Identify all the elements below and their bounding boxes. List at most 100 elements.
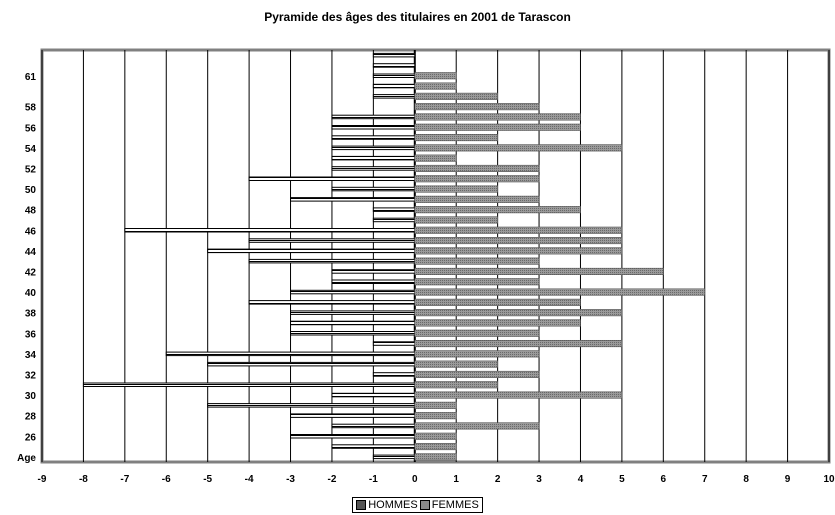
bar-hommes: [290, 310, 416, 315]
bar-femmes: [414, 412, 457, 420]
bar-hommes: [82, 382, 416, 387]
y-tick-label: 58: [25, 103, 37, 114]
bar-femmes: [414, 82, 457, 90]
legend-femmes-label: FEMMES: [431, 499, 479, 511]
bar-hommes: [372, 73, 416, 78]
bar-femmes: [414, 267, 664, 276]
y-tick-label: 34: [25, 350, 37, 361]
legend: HOMMES FEMMES: [0, 497, 835, 513]
x-tick-label: 1: [453, 474, 459, 485]
bar-femmes: [414, 319, 581, 327]
bar-femmes: [414, 185, 498, 193]
bar-femmes: [414, 401, 457, 409]
x-tick-label: 3: [536, 474, 542, 485]
bar-hommes: [290, 320, 416, 326]
x-tick-label: -6: [162, 474, 171, 485]
bar-femmes: [414, 154, 457, 162]
x-tick-label: 8: [743, 474, 749, 485]
bar-hommes: [372, 83, 416, 89]
bar-femmes: [414, 237, 623, 245]
x-tick-label: 5: [619, 474, 625, 485]
bar-hommes: [331, 444, 416, 449]
bar-femmes: [414, 432, 457, 440]
bar-hommes: [372, 454, 416, 460]
legend-femmes-swatch: [419, 500, 430, 510]
x-tick-label: -4: [245, 474, 254, 485]
bar-femmes: [414, 442, 457, 451]
x-tick-label: 6: [661, 474, 667, 485]
y-tick-label: 44: [25, 247, 37, 258]
y-tick-label: 40: [25, 288, 37, 299]
bar-femmes: [414, 298, 581, 306]
y-tick-label: 38: [25, 309, 37, 320]
bar-hommes: [331, 392, 416, 398]
bar-hommes: [207, 248, 416, 254]
bar-hommes: [331, 423, 416, 429]
bar-hommes: [165, 351, 416, 357]
x-tick-label: -3: [286, 474, 295, 485]
bar-hommes: [331, 166, 416, 171]
y-tick-label: 46: [25, 226, 37, 237]
bar-hommes: [331, 279, 416, 284]
bar-femmes: [414, 206, 581, 214]
bar-femmes: [414, 103, 540, 111]
bar-femmes: [414, 195, 540, 203]
x-tick-label: -5: [203, 474, 212, 485]
bar-hommes: [290, 197, 416, 202]
bar-femmes: [414, 216, 498, 224]
bar-hommes: [372, 52, 416, 58]
bar-femmes: [414, 381, 498, 389]
y-tick-label: 52: [25, 164, 37, 175]
y-tick-label: 32: [25, 370, 37, 381]
bar-femmes: [414, 278, 540, 286]
legend-hommes-label: HOMMES: [368, 499, 418, 511]
bar-hommes: [207, 403, 416, 408]
bar-femmes: [414, 92, 498, 100]
x-tick-label: -1: [369, 474, 378, 485]
y-tick-label: 26: [25, 432, 37, 443]
bar-hommes: [372, 63, 416, 68]
bar-hommes: [372, 372, 416, 377]
bar-hommes: [331, 269, 416, 274]
bar-femmes: [414, 391, 623, 399]
y-tick-label: 48: [25, 206, 37, 217]
x-tick-label: 9: [785, 474, 791, 485]
bar-hommes: [290, 289, 416, 295]
bar-hommes: [331, 125, 416, 130]
bar-femmes: [414, 370, 540, 379]
y-tick-label: 54: [25, 144, 37, 155]
y-tick-label: 36: [25, 329, 37, 340]
y-tick-label: 56: [25, 123, 37, 134]
bar-femmes: [414, 226, 623, 234]
bar-femmes: [414, 329, 540, 337]
bar-femmes: [414, 453, 457, 461]
bar-hommes: [331, 135, 416, 140]
y-tick-label: 28: [25, 412, 37, 423]
x-tick-label: -7: [120, 474, 129, 485]
y-tick-label: 50: [25, 185, 37, 196]
bar-femmes: [414, 164, 540, 172]
bar-femmes: [414, 134, 498, 142]
x-tick-label: 10: [823, 474, 835, 485]
x-tick-label: 0: [412, 474, 418, 485]
bar-femmes: [414, 360, 498, 368]
y-tick-label: 30: [25, 391, 37, 402]
bar-hommes: [372, 217, 416, 223]
bar-femmes: [414, 113, 581, 121]
bar-hommes: [290, 434, 416, 439]
y-tick-label: 42: [25, 267, 37, 278]
bar-femmes: [414, 247, 623, 255]
bar-femmes: [414, 175, 540, 183]
x-tick-label: -9: [38, 474, 47, 485]
y-tick-label: 61: [25, 72, 37, 83]
x-tick-label: -2: [327, 474, 336, 485]
bar-hommes: [331, 186, 416, 192]
x-tick-label: -8: [79, 474, 88, 485]
bar-hommes: [248, 258, 416, 264]
plot-area: [40, 48, 831, 464]
bar-hommes: [372, 207, 416, 212]
bar-femmes: [414, 144, 623, 152]
bar-hommes: [372, 341, 416, 346]
x-tick-label: 2: [495, 474, 501, 485]
